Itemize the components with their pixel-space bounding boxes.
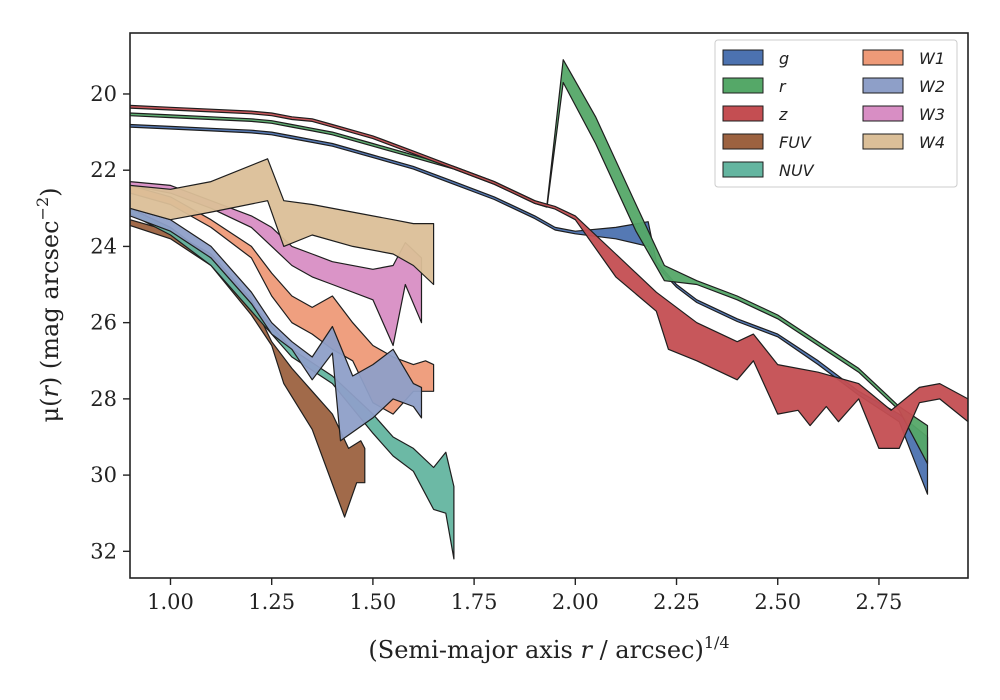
legend-swatch-g	[722, 49, 764, 66]
x-axis-label: (Semi-major axis r / arcsec)1/4	[368, 633, 729, 664]
legend-label-fuv: FUV	[779, 133, 812, 152]
y-tick-label: 24	[90, 234, 117, 258]
legend-swatch-w1	[862, 49, 904, 66]
legend-swatch-w4	[862, 133, 904, 150]
legend-swatch-nuv	[722, 161, 764, 178]
legend-label-w4: W4	[919, 133, 945, 152]
band-w3	[130, 181, 423, 347]
x-axis: 1.00 1.25 1.50 1.75 2.00 2.25 2.50 2.75	[147, 578, 902, 614]
legend: grz FUV NUV W1 W2 W3 W4	[714, 39, 958, 188]
legend-swatch-r	[722, 77, 764, 94]
x-tick-label: 2.25	[653, 590, 700, 614]
x-tick-label: 1.75	[451, 590, 498, 614]
band-r	[130, 59, 929, 465]
x-tick-label: 2.75	[856, 590, 903, 614]
legend-label-w1: W1	[919, 49, 945, 68]
y-tick-label: 30	[90, 463, 117, 487]
x-tick-label: 1.50	[350, 590, 397, 614]
plot-frame	[129, 32, 969, 579]
x-tick-label: 2.00	[552, 590, 599, 614]
bands-layer	[130, 59, 968, 560]
y-axis: 20 22 24 26 28 30 32	[90, 82, 130, 563]
y-tick-label: 32	[90, 539, 117, 563]
legend-label-r: r	[779, 77, 787, 96]
x-tick-label: 2.50	[754, 590, 801, 614]
band-w4	[130, 158, 435, 286]
band-g	[130, 123, 929, 495]
x-tick-label: 1.00	[147, 590, 194, 614]
legend-label-w3: W3	[919, 105, 945, 124]
legend-swatch-w2	[862, 77, 904, 94]
y-tick-label: 20	[90, 82, 117, 106]
legend-swatch-fuv	[722, 133, 764, 150]
y-tick-label: 22	[90, 158, 117, 182]
legend-label-nuv: NUV	[779, 161, 815, 180]
band-w1	[130, 184, 435, 415]
legend-label-w2: W2	[919, 77, 945, 96]
legend-label-z: z	[778, 105, 788, 124]
band-w2	[130, 207, 423, 442]
legend-swatch-z	[722, 105, 764, 122]
y-tick-label: 26	[90, 311, 117, 335]
x-tick-label: 1.25	[248, 590, 295, 614]
y-tick-label: 28	[90, 387, 117, 411]
legend-swatch-w3	[862, 105, 904, 122]
legend-label-g: g	[779, 49, 789, 68]
band-z	[130, 104, 968, 449]
y-axis-label: μ(r) (mag arcsec−2)	[33, 187, 64, 422]
